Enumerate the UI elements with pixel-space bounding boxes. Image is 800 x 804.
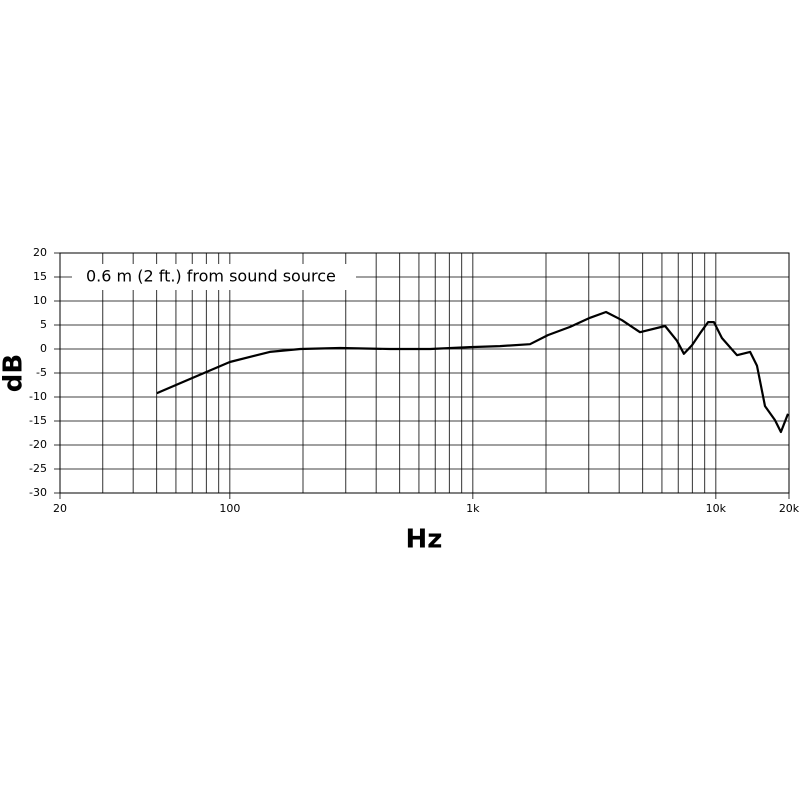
y-tick-label: -30 <box>29 486 47 499</box>
y-tick-label: 0 <box>40 342 47 355</box>
annotation-box <box>72 264 356 290</box>
plot-frame <box>59 252 790 494</box>
response-curve <box>156 310 790 434</box>
x-tick-label: 20 <box>53 502 67 515</box>
x-tick-label: 1k <box>466 502 480 515</box>
y-tick-label: -20 <box>29 438 47 451</box>
y-tick-label: -5 <box>36 366 47 379</box>
y-tick-label: 10 <box>33 294 47 307</box>
y-tick-label: -10 <box>29 390 47 403</box>
annotation: 0.6 m (2 ft.) from sound source <box>86 267 336 286</box>
y-axis-label: dB <box>0 354 29 392</box>
x-tick-label: 100 <box>219 502 240 515</box>
x-tick-label: 20k <box>779 502 800 515</box>
y-tick-label: 20 <box>33 246 47 259</box>
y-tick-label: 5 <box>40 318 47 331</box>
y-tick-label: -25 <box>29 462 47 475</box>
y-tick-label: -15 <box>29 414 47 427</box>
y-tick-label: 15 <box>33 270 47 283</box>
x-axis-label: Hz <box>406 525 443 555</box>
x-tick-label: 10k <box>706 502 727 515</box>
